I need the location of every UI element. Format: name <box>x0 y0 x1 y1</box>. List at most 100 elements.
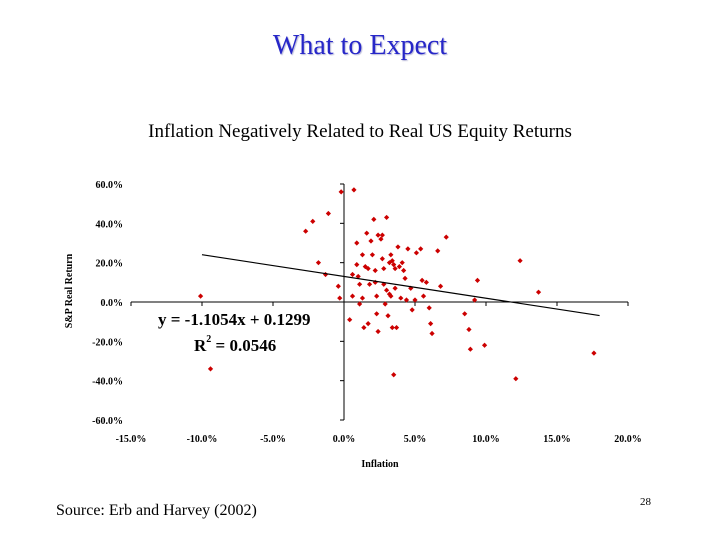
data-point <box>335 283 341 289</box>
y-tick-label: -60.0% <box>92 416 123 427</box>
y-tick-label: -40.0% <box>92 377 123 388</box>
data-point <box>418 246 424 252</box>
chart-title: Inflation Negatively Related to Real US … <box>148 121 572 142</box>
data-point <box>413 250 420 256</box>
data-point <box>384 287 390 293</box>
data-point <box>392 285 398 291</box>
data-point <box>325 210 331 217</box>
data-point <box>388 293 394 299</box>
data-point <box>207 366 214 372</box>
r-squared-prefix: R <box>194 336 207 355</box>
data-point <box>429 330 435 337</box>
data-point <box>372 267 378 274</box>
data-point <box>405 246 411 252</box>
data-point <box>362 264 368 270</box>
data-point <box>368 238 374 244</box>
data-point <box>403 297 410 303</box>
trendline <box>201 254 600 317</box>
data-point <box>371 216 377 222</box>
x-tick-label: 0.0% <box>333 434 356 445</box>
y-tick-label: 40.0% <box>96 219 124 230</box>
r-squared-superscript: 2 <box>206 334 211 345</box>
data-point <box>402 275 408 281</box>
data-point <box>351 187 357 193</box>
y-axis-label: S&P Real Return <box>64 253 75 328</box>
x-axis-label: Inflation <box>361 459 399 470</box>
regression-equation: y = -1.1054x + 0.1299 <box>158 310 311 329</box>
x-tick-label: 10.0% <box>472 434 500 445</box>
data-point <box>517 258 523 264</box>
x-tick-label: 15.0% <box>543 434 571 445</box>
slide-title: What to Expect <box>272 30 448 61</box>
data-point <box>372 279 378 285</box>
data-point <box>347 317 353 323</box>
data-point <box>428 321 434 327</box>
x-tick-label: -5.0% <box>260 434 286 445</box>
data-point <box>364 230 370 236</box>
data-point <box>349 271 356 278</box>
data-point <box>337 295 343 301</box>
data-point <box>375 328 381 335</box>
data-point <box>338 189 344 195</box>
data-point <box>398 295 404 301</box>
y-tick-label: -20.0% <box>92 337 123 348</box>
data-point <box>303 228 309 234</box>
data-point <box>423 279 429 285</box>
r-squared-label: R2 = 0.0546 <box>194 334 276 355</box>
data-point <box>391 262 397 268</box>
y-tick-label: 60.0% <box>96 180 124 191</box>
data-point <box>392 265 398 272</box>
data-point <box>365 321 371 327</box>
data-point <box>354 240 360 246</box>
data-point <box>389 258 395 264</box>
data-point <box>384 214 390 221</box>
data-point <box>393 324 400 331</box>
data-point <box>420 293 427 299</box>
x-tick-label: -15.0% <box>116 434 147 445</box>
data-point <box>395 244 401 250</box>
data-point <box>426 305 432 311</box>
trendline-group <box>201 254 600 317</box>
x-tick-label: 5.0% <box>404 434 427 445</box>
data-point <box>412 297 418 303</box>
data-point <box>467 346 473 352</box>
data-point <box>535 289 542 295</box>
data-point <box>310 218 316 224</box>
data-point <box>315 260 322 266</box>
data-point <box>369 252 375 258</box>
data-point <box>481 342 488 348</box>
data-point <box>435 248 441 254</box>
data-point <box>374 293 380 299</box>
data-point <box>354 262 360 268</box>
data-point <box>197 293 204 299</box>
data-point <box>399 260 405 266</box>
data-point <box>385 313 391 319</box>
data-point <box>374 311 380 317</box>
data-point <box>382 301 388 307</box>
data-point <box>359 252 366 258</box>
data-point <box>474 277 481 283</box>
data-point <box>357 281 363 287</box>
data-point <box>391 372 397 378</box>
data-point <box>379 232 385 238</box>
x-tick-label: -10.0% <box>187 434 218 445</box>
data-point <box>375 232 381 238</box>
data-point <box>437 283 444 289</box>
data-point <box>466 326 472 333</box>
data-point <box>355 273 361 280</box>
data-point <box>409 307 415 313</box>
source-note: Source: Erb and Harvey (2002) <box>56 502 257 519</box>
data-point <box>591 350 597 356</box>
data-point <box>357 301 363 307</box>
data-point <box>349 293 356 299</box>
data-point <box>472 297 478 303</box>
page-number: 28 <box>640 496 651 508</box>
data-point <box>379 256 385 262</box>
data-point <box>462 311 468 317</box>
annotations: y = -1.1054x + 0.1299 R2 = 0.0546 <box>158 310 311 355</box>
axes: -15.0% -10.0% -5.0% 0.0% 5.0% 10.0% 15.0% 20.0%… <box>64 180 642 470</box>
y-tick-label: 20.0% <box>96 259 124 270</box>
data-point <box>378 236 384 242</box>
data-point <box>381 265 387 272</box>
